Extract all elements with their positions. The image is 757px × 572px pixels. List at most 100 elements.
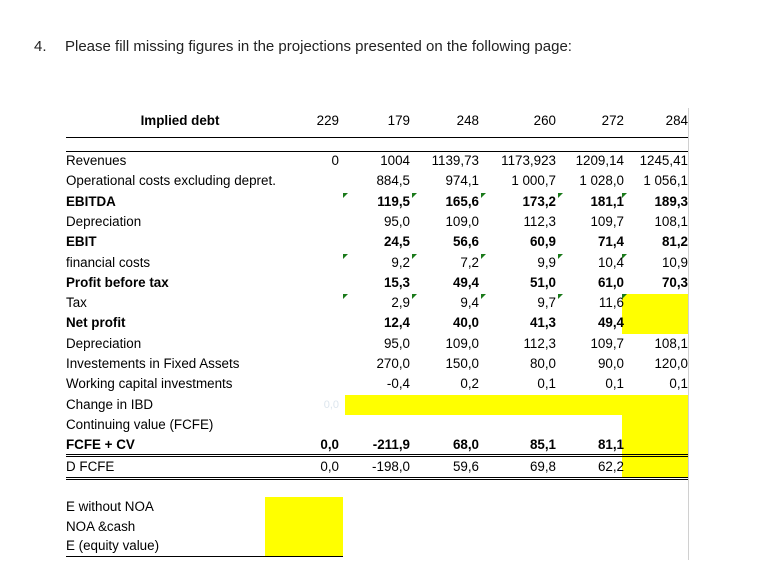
row-value: 109,0 <box>445 213 479 229</box>
row-label: Continuing value (FCFE) <box>66 416 214 432</box>
row-value: 70,3 <box>661 274 688 290</box>
row-value: 9,7 <box>537 295 556 311</box>
row-value: 1004 <box>380 153 410 168</box>
summary-label: NOA &cash <box>66 518 136 534</box>
row-value: 108,1 <box>654 213 688 229</box>
row-value: 0,2 <box>460 376 479 392</box>
header-value: 260 <box>533 113 556 128</box>
error-flag-icon <box>343 294 348 300</box>
answer-cells-last-year <box>622 414 688 478</box>
header-label: Implied debt <box>140 113 220 128</box>
header-value: 248 <box>456 113 479 128</box>
row-value: -198,0 <box>372 458 410 474</box>
error-flag-icon <box>622 253 627 259</box>
row-value: 0,1 <box>537 376 556 392</box>
row-value: 71,4 <box>597 234 624 250</box>
error-flag-icon <box>622 192 627 198</box>
row-value: 24,5 <box>383 234 410 250</box>
row-value: 1 028,0 <box>579 173 624 189</box>
header-rule <box>66 137 688 138</box>
row-value: 108,1 <box>654 335 688 351</box>
row-value: 120,0 <box>654 356 688 371</box>
row-value: 62,2 <box>597 458 624 474</box>
row-value: 85,1 <box>529 437 556 453</box>
dfcfe-double-rule-2 <box>66 478 688 480</box>
answer-cells-change-in-ibd <box>345 394 688 415</box>
fcfe-double-rule-1 <box>66 453 688 455</box>
summary-underline <box>66 556 343 557</box>
error-flag-icon <box>558 253 563 259</box>
row-value: 68,0 <box>452 437 479 453</box>
row-value: 61,0 <box>597 274 624 290</box>
row-value: 119,5 <box>377 193 410 209</box>
row-value: 150,0 <box>445 356 479 371</box>
error-flag-icon <box>343 253 348 259</box>
row-value: 81,2 <box>661 234 688 250</box>
error-flag-icon <box>412 294 417 300</box>
row-value: 90,0 <box>597 356 624 371</box>
row-value: 189,3 <box>654 193 688 209</box>
header-value: 284 <box>665 113 688 128</box>
row-value: 1 000,7 <box>511 173 556 189</box>
row-label: Profit before tax <box>66 274 169 290</box>
error-flag-icon <box>481 253 486 259</box>
row-value: 0,1 <box>605 376 624 392</box>
row-value: 1 056,1 <box>643 173 688 189</box>
header-value: 272 <box>601 113 624 128</box>
row-label: Tax <box>66 295 87 311</box>
row-value: -211,9 <box>372 437 410 453</box>
question-number: 4. <box>34 38 47 55</box>
body-top-rule <box>66 151 688 152</box>
row-value: 60,9 <box>529 234 556 250</box>
row-label: EBITDA <box>66 193 116 209</box>
row-label: financial costs <box>66 254 151 270</box>
row-value: 9,9 <box>537 254 556 270</box>
row-label: Depreciation <box>66 335 142 351</box>
error-flag-icon <box>481 294 486 300</box>
row-value: 51,0 <box>529 274 556 290</box>
question: 4. Please fill missing figures in the pro… <box>34 38 572 55</box>
row-label: D FCFE <box>66 458 115 474</box>
answer-cells-summary <box>265 497 343 556</box>
row-value: 1173,923 <box>501 153 556 168</box>
error-flag-icon <box>343 192 348 198</box>
row-value: 974,1 <box>445 173 479 189</box>
row-value: 69,8 <box>529 458 556 474</box>
row-value: 10,9 <box>661 254 688 270</box>
row-label: Change in IBD <box>66 396 154 412</box>
row-value: 0 <box>331 153 339 168</box>
row-value: 0,0 <box>320 458 339 474</box>
row-value: 109,0 <box>445 335 479 351</box>
row-value: 81,1 <box>597 437 624 453</box>
row-label: Net profit <box>66 315 126 331</box>
row-value: 40,0 <box>452 315 479 331</box>
question-text: Please fill missing figures in the proje… <box>65 38 572 55</box>
row-value: 270,0 <box>376 356 410 371</box>
row-value: 95,0 <box>383 335 410 351</box>
row-value: 95,0 <box>383 213 410 229</box>
row-value: 59,6 <box>452 458 479 474</box>
row-value: 49,4 <box>452 274 479 290</box>
row-value: 109,7 <box>590 213 624 229</box>
error-flag-icon <box>622 294 627 300</box>
row-label: FCFE + CV <box>66 437 135 453</box>
row-value: 10,4 <box>597 254 624 270</box>
dfcfe-double-rule-1 <box>66 476 688 478</box>
row-value: 2,9 <box>391 295 410 311</box>
row-value: 109,7 <box>590 335 624 351</box>
row-label: EBIT <box>66 234 97 250</box>
table-right-border <box>688 108 689 560</box>
row-value: 1209,14 <box>575 153 624 168</box>
row-label: Investements in Fixed Assets <box>66 356 240 371</box>
summary-label: E without NOA <box>66 499 154 514</box>
row-value: 41,3 <box>529 315 556 331</box>
row-value: 12,4 <box>383 315 410 331</box>
row-value: 9,4 <box>460 295 479 311</box>
row-value: 112,3 <box>523 335 556 351</box>
header-value: 229 <box>316 113 339 128</box>
row-value: 11,6 <box>598 295 624 311</box>
row-value: 0,0 <box>320 437 339 453</box>
row-value: 1139,73 <box>431 153 479 168</box>
row-value: 56,6 <box>452 234 479 250</box>
row-label: Operational costs excluding depret. <box>66 173 276 189</box>
